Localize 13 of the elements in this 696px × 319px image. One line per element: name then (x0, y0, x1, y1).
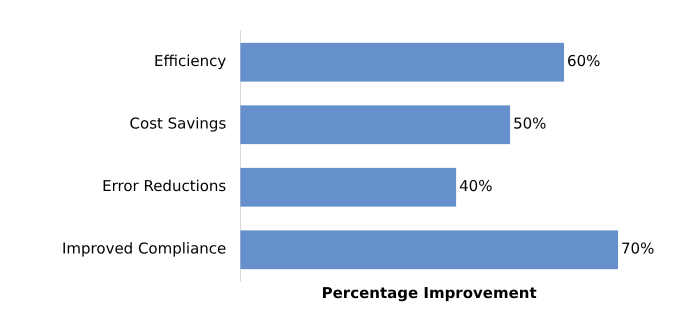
data-label: 50% (513, 114, 546, 133)
y-tick-label: Error Reductions (102, 177, 226, 196)
y-tick-label: Cost Savings (130, 114, 226, 133)
data-label: 40% (459, 177, 492, 196)
bar (240, 42, 564, 82)
bar (240, 168, 456, 207)
y-tick-label: Improved Compliance (62, 240, 226, 258)
y-tick-label: Efficiency (154, 52, 226, 70)
bar (240, 230, 618, 270)
data-label: 60% (567, 52, 600, 70)
x-axis-title: Percentage Improvement (322, 284, 537, 302)
bar (240, 105, 510, 144)
data-label: 70% (621, 240, 654, 258)
